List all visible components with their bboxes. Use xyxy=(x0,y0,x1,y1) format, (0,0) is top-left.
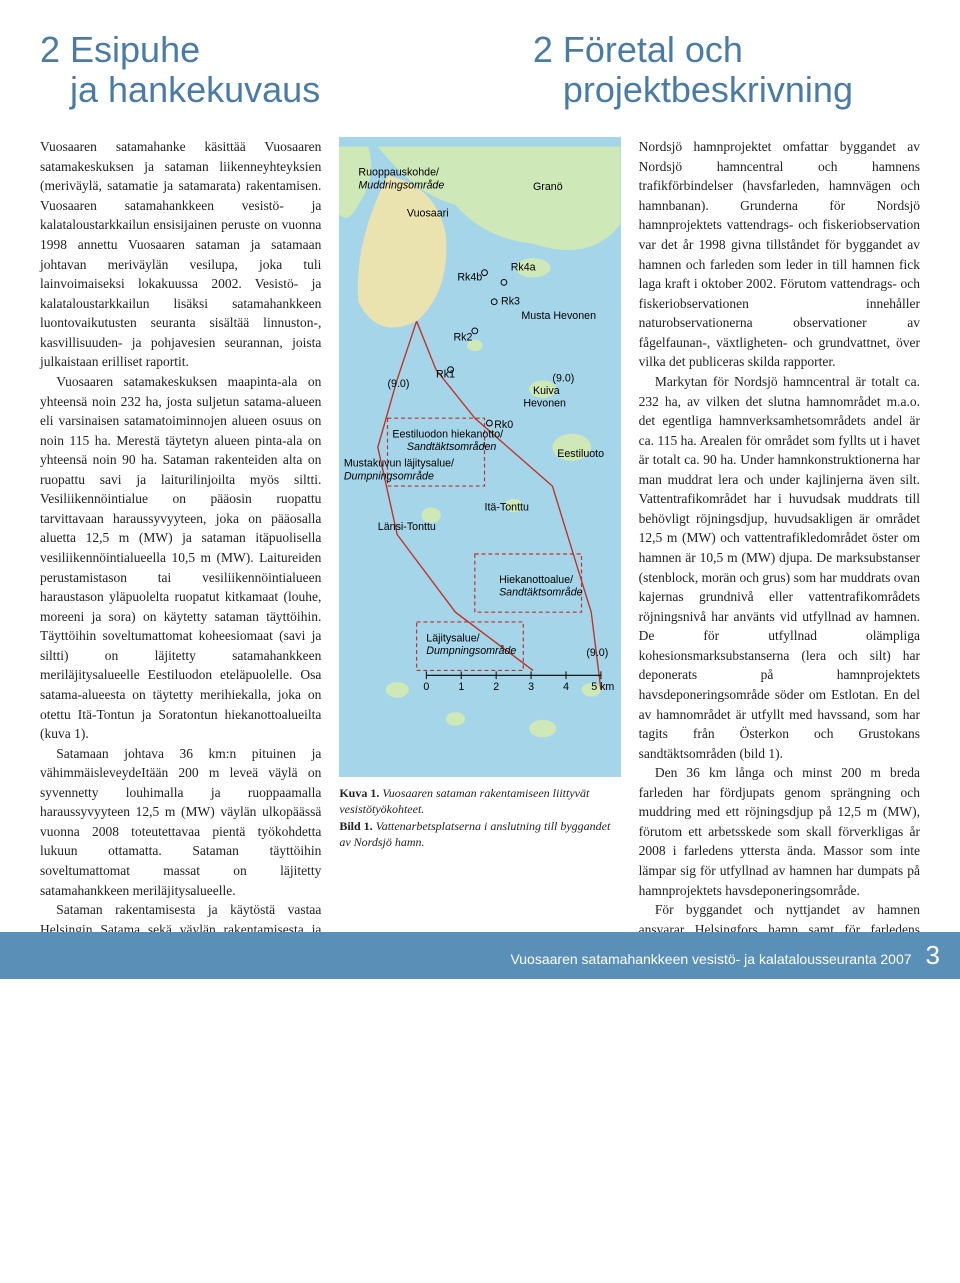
label-vuosaari: Vuosaari xyxy=(407,208,449,220)
figure-sv-text: Vattenarbetsplatserna i anslutning till … xyxy=(339,819,610,849)
label-kuiva1: Kuiva xyxy=(533,385,560,397)
label-ruoppaus-fi: Ruoppauskohde/ xyxy=(359,167,440,179)
body-fi-p1: Vuosaaren satamakeskuksen maapinta-ala o… xyxy=(40,372,321,744)
label-hiekan-fi: Hiekanottoalue/ xyxy=(499,574,573,586)
body-sv-p1: Markytan för Nordsjö hamncentral är tota… xyxy=(639,372,920,763)
label-eestiluoto: Eestiluoto xyxy=(558,448,605,460)
heading-swedish: 2 Företal och projektbeskrivning xyxy=(503,30,920,109)
body-columns: Vuosaaren satamahanke käsittää Vuosaaren… xyxy=(40,137,920,959)
label-hiekan-sv: Sandtäktsområde xyxy=(499,587,583,599)
page: 2 Esipuhe ja hankekuvaus 2 Företal och p… xyxy=(0,0,960,979)
body-fi-p2: Satamaan johtava 36 km:n pituinen ja väh… xyxy=(40,744,321,901)
map-svg: Ruoppauskohde/ Muddringsområde Vuosaari … xyxy=(339,137,620,777)
label-grano: Granö xyxy=(533,181,563,193)
page-footer: Vuosaaren satamahankkeen vesistö- ja kal… xyxy=(0,932,960,979)
scale-2: 2 xyxy=(494,681,500,693)
scale-5: 5 km xyxy=(592,681,615,693)
scale-1: 1 xyxy=(459,681,465,693)
label-rk2: Rk2 xyxy=(454,332,473,344)
figure-caption: Kuva 1. Vuosaaren sataman rakentamiseen … xyxy=(339,785,620,850)
page-number: 3 xyxy=(926,940,940,971)
label-rk1: Rk1 xyxy=(436,369,455,381)
scale-0: 0 xyxy=(424,681,430,693)
scale-3: 3 xyxy=(528,681,534,693)
label-mustakuvun-fi: Mustakuvun läjitysalue/ xyxy=(344,458,454,470)
heading-sv-line1: 2 Företal och xyxy=(533,29,743,70)
label-ita: Itä-Tonttu xyxy=(485,502,529,514)
label-lajitys-sv: Dumpningsområde xyxy=(427,645,517,657)
label-lajitys-fi: Läjitysalue/ xyxy=(427,633,480,645)
column-finnish: Vuosaaren satamahanke käsittää Vuosaaren… xyxy=(40,137,321,959)
label-depth3: (9.0) xyxy=(587,647,609,659)
label-rk3: Rk3 xyxy=(501,296,520,308)
intro-fi: Vuosaaren satamahanke käsittää Vuosaaren… xyxy=(40,137,321,372)
map-figure: Ruoppauskohde/ Muddringsområde Vuosaari … xyxy=(339,137,620,777)
label-depth1: (9.0) xyxy=(388,378,410,390)
label-rk4a: Rk4a xyxy=(511,262,536,274)
figure-fi-label: Kuva 1. xyxy=(339,786,379,800)
label-kuiva2: Hevonen xyxy=(524,398,567,410)
label-rk4b: Rk4b xyxy=(458,272,483,284)
scale-4: 4 xyxy=(563,681,569,693)
label-eesti-fi: Eestiluodon hiekanotto/ xyxy=(393,429,504,441)
heading-fi-line1: 2 Esipuhe xyxy=(40,29,200,70)
column-swedish: Nordsjö hamnprojektet omfattar byggandet… xyxy=(639,137,920,959)
intro-sv: Nordsjö hamnprojektet omfattar byggandet… xyxy=(639,137,920,372)
label-musta: Musta Hevonen xyxy=(522,310,597,322)
body-sv-p2: Den 36 km långa och minst 200 m breda fa… xyxy=(639,763,920,900)
heading-finnish: 2 Esipuhe ja hankekuvaus xyxy=(40,30,427,109)
label-mustakuvun-sv: Dumpningsområde xyxy=(344,470,434,482)
column-map: Ruoppauskohde/ Muddringsområde Vuosaari … xyxy=(339,137,620,959)
label-lansi: Länsi-Tonttu xyxy=(378,521,436,533)
heading-fi-line2: ja hankekuvaus xyxy=(70,69,320,110)
heading-sv-line2: projektbeskrivning xyxy=(563,69,853,110)
figure-sv-label: Bild 1. xyxy=(339,819,372,833)
label-ruoppaus-sv: Muddringsområde xyxy=(359,179,445,191)
label-eesti-sv: Sandtäktsområden xyxy=(407,441,497,453)
headings-row: 2 Esipuhe ja hankekuvaus 2 Företal och p… xyxy=(40,30,920,109)
footer-text: Vuosaaren satamahankkeen vesistö- ja kal… xyxy=(510,951,911,967)
label-depth2: (9.0) xyxy=(553,373,575,385)
